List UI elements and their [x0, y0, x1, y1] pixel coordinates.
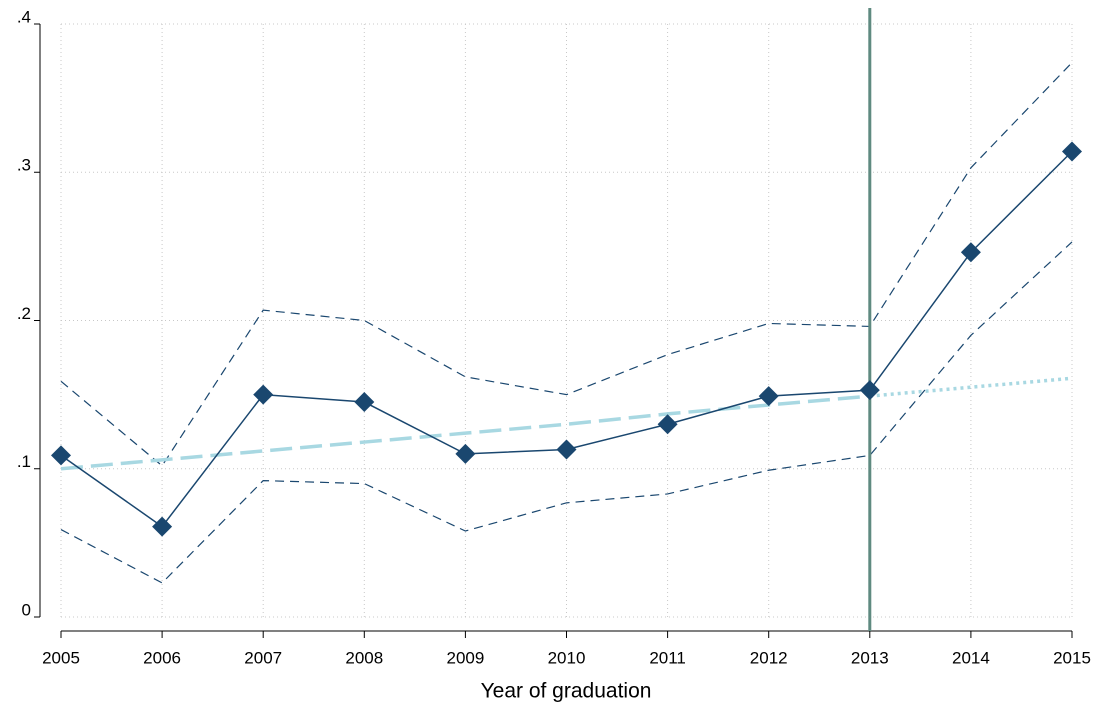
y-tick-label: .3 — [17, 156, 31, 175]
marker — [960, 242, 981, 263]
y-tick-label: .4 — [17, 7, 31, 26]
x-tick-label: 2010 — [548, 648, 586, 667]
x-tick-label: 2009 — [446, 648, 484, 667]
x-tick-label: 2005 — [42, 648, 80, 667]
marker — [152, 516, 173, 537]
series-line — [60, 394, 870, 471]
series-line — [869, 376, 1073, 398]
series-line — [60, 62, 1073, 467]
x-tick-label: 2008 — [345, 648, 383, 667]
marker — [354, 392, 375, 413]
marker — [253, 384, 274, 405]
marker — [556, 439, 577, 460]
series-line — [60, 241, 1073, 584]
x-tick-label: 2007 — [244, 648, 282, 667]
marker — [758, 386, 779, 407]
y-tick-label: .2 — [17, 304, 31, 323]
y-tick-label: .1 — [17, 452, 31, 471]
marker — [1062, 141, 1082, 162]
marker — [51, 445, 71, 466]
series-line — [60, 150, 1073, 528]
marker — [859, 380, 880, 401]
marker — [657, 414, 678, 435]
x-axis-title: Year of graduation — [481, 680, 652, 703]
x-tick-label: 2011 — [649, 648, 686, 667]
marker — [455, 443, 476, 464]
y-tick-label: 0 — [22, 600, 31, 619]
x-tick-label: 2013 — [851, 648, 889, 667]
x-tick-label: 2014 — [952, 648, 990, 667]
x-tick-label: 2012 — [750, 648, 788, 667]
x-tick-label: 2015 — [1053, 648, 1091, 667]
x-tick-label: 2006 — [143, 648, 181, 667]
